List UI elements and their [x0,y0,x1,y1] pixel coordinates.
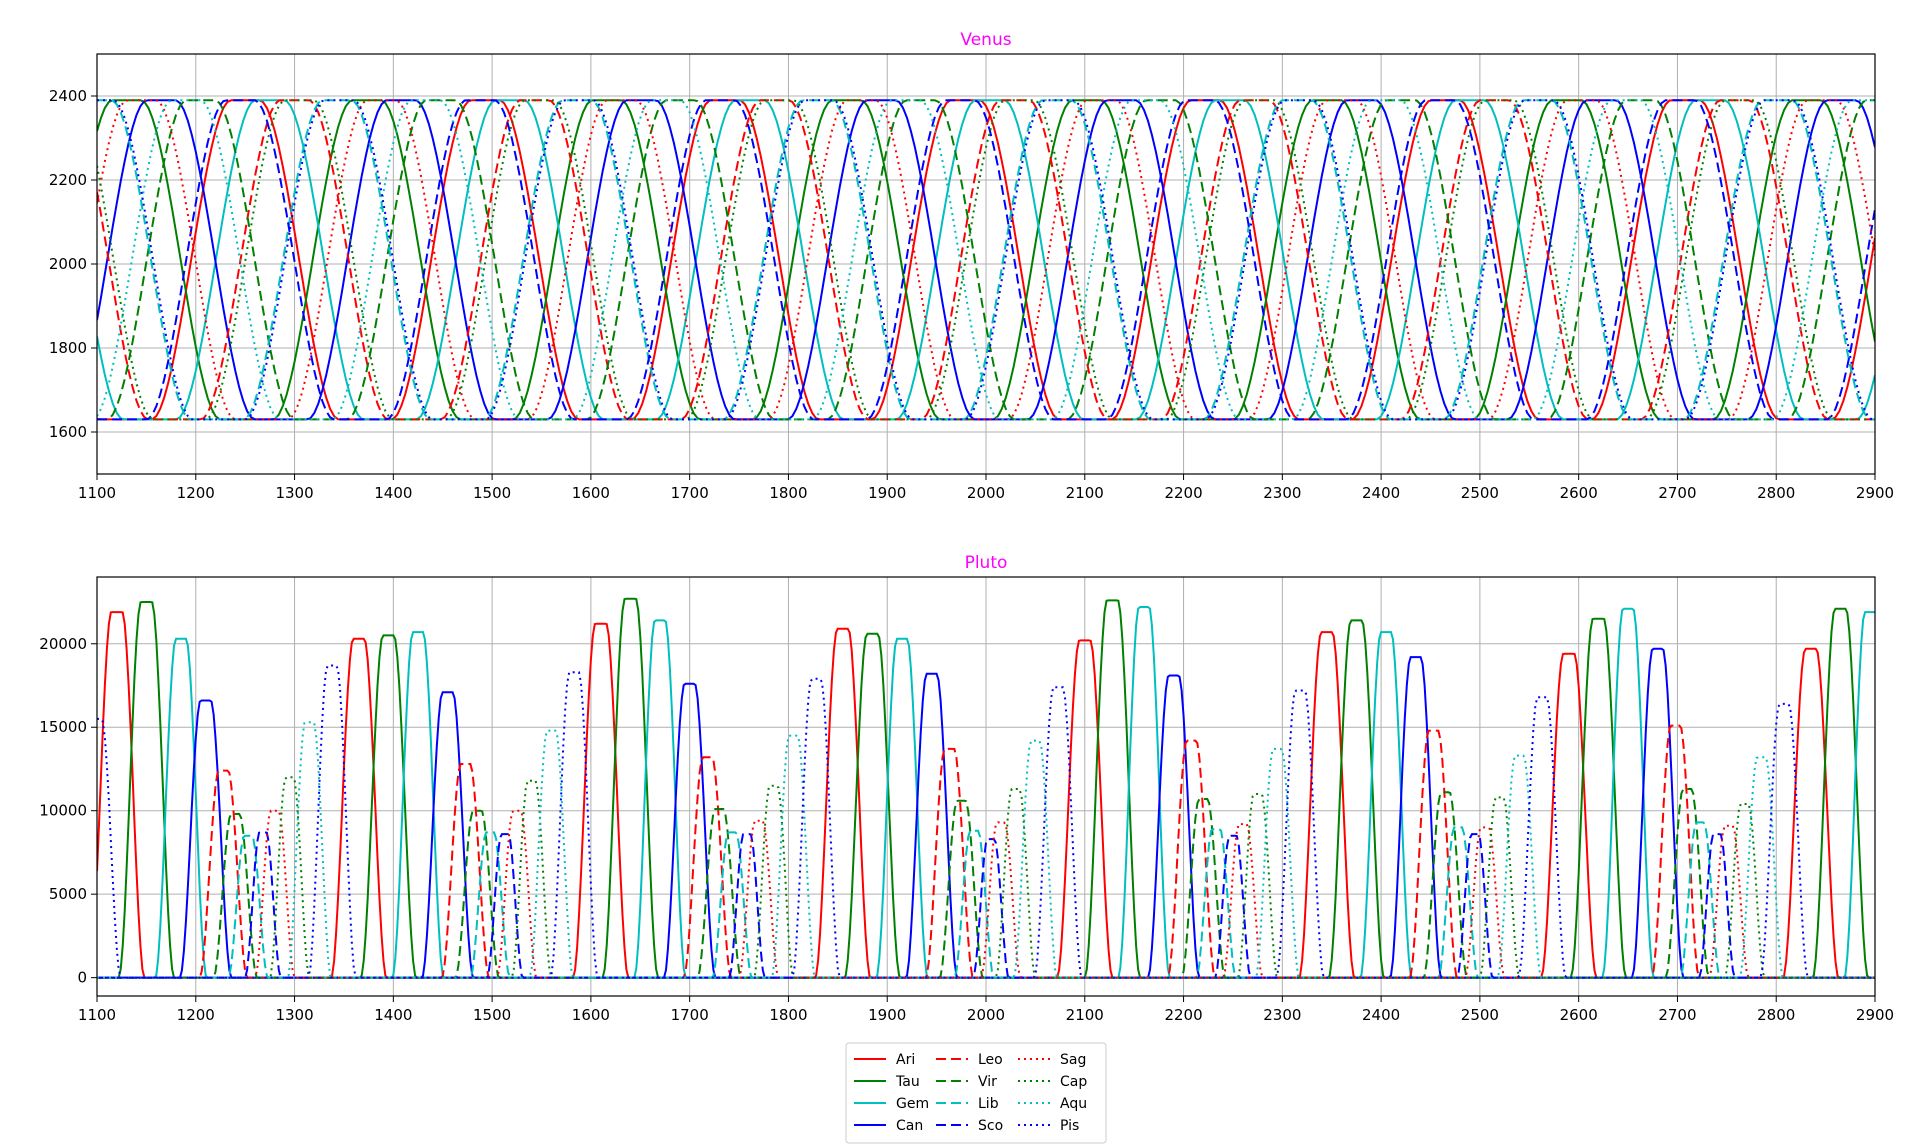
venus-panel: 1100 1200 1300 1400 1500 1600 1700 1800 1900 2000… [49,30,1894,502]
y-tick-label: 2200 [49,171,87,189]
y-tick-label: 1600 [49,423,87,441]
legend-label-leo: Leo [978,1052,1003,1068]
series-line-lib [97,99,1875,421]
series-line-pis [97,664,1875,979]
x-tick-label: 2000 [967,484,1005,502]
x-tick-label: 1400 [374,484,412,502]
series-line-leo [97,99,1875,421]
series-line-sag [97,99,1875,421]
x-tick-label: 1100 [78,1006,116,1024]
x-tick-label: 2100 [1066,484,1104,502]
x-tick-label: 1800 [769,1006,807,1024]
x-tick-label: 2300 [1263,484,1301,502]
x-tick-label: 2600 [1560,1006,1598,1024]
x-tick-label: 2900 [1856,1006,1894,1024]
x-tick-label: 2600 [1560,484,1598,502]
series-line-cap [97,99,1875,421]
x-tick-label: 2200 [1164,1006,1202,1024]
legend-label-ari: Ari [896,1052,915,1068]
x-tick-label: 1500 [473,1006,511,1024]
chart-title: Pluto [965,553,1008,573]
x-tick-label: 1700 [671,1006,709,1024]
legend-label-lib: Lib [978,1096,999,1112]
x-tick-label: 1200 [177,484,215,502]
legend-label-sag: Sag [1060,1052,1086,1068]
y-tick-label: 15000 [39,718,87,736]
legend-label-cap: Cap [1060,1074,1087,1090]
x-tick-label: 1600 [572,1006,610,1024]
y-tick-label: 2000 [49,255,87,273]
x-tick-label: 2300 [1263,1006,1301,1024]
y-tick-label: 5000 [49,885,87,903]
x-tick-label: 1300 [275,484,313,502]
legend-label-gem: Gem [896,1096,929,1112]
x-tick-label: 1300 [275,1006,313,1024]
y-tick-label: 10000 [39,802,87,820]
legend-label-aqu: Aqu [1060,1096,1087,1112]
x-tick-label: 2800 [1757,484,1795,502]
y-tick-label: 1800 [49,339,87,357]
x-tick-label: 2000 [967,1006,1005,1024]
x-tick-label: 1800 [769,484,807,502]
series-line-vir [97,99,1875,421]
x-tick-label: 2700 [1658,484,1696,502]
x-tick-label: 1900 [868,484,906,502]
x-tick-label: 2700 [1658,1006,1696,1024]
x-tick-label: 2800 [1757,1006,1795,1024]
x-tick-label: 1100 [78,484,116,502]
x-tick-label: 2500 [1461,484,1499,502]
chart-title: Venus [960,30,1011,50]
x-tick-label: 1500 [473,484,511,502]
x-tick-label: 2500 [1461,1006,1499,1024]
legend-label-can: Can [896,1118,923,1134]
legend-label-vir: Vir [978,1074,997,1090]
x-tick-label: 2400 [1362,484,1400,502]
legend-label-sco: Sco [978,1118,1003,1134]
legend-label-pis: Pis [1060,1118,1079,1134]
legend-box [845,1042,1107,1144]
x-tick-label: 1400 [374,1006,412,1024]
pluto-panel: 1100 1200 1300 1400 1500 1600 1700 1800 1900 2000… [39,553,1894,1024]
series-line-sco [97,99,1875,421]
y-tick-label: 0 [77,969,87,987]
x-tick-label: 1900 [868,1006,906,1024]
x-tick-label: 2900 [1856,484,1894,502]
x-tick-label: 2200 [1164,484,1202,502]
x-tick-label: 1700 [671,484,709,502]
x-tick-label: 1200 [177,1006,215,1024]
legend-label-tau: Tau [895,1074,920,1090]
x-tick-label: 1600 [572,484,610,502]
x-tick-label: 2400 [1362,1006,1400,1024]
legend: Ari Tau Gem Can Leo Vir Lib Sco Sag Cap Aqu Pis [845,1042,1107,1144]
x-tick-label: 2100 [1066,1006,1104,1024]
series-line-aqu [97,99,1875,421]
y-tick-label: 2400 [49,87,87,105]
y-tick-label: 20000 [39,635,87,653]
